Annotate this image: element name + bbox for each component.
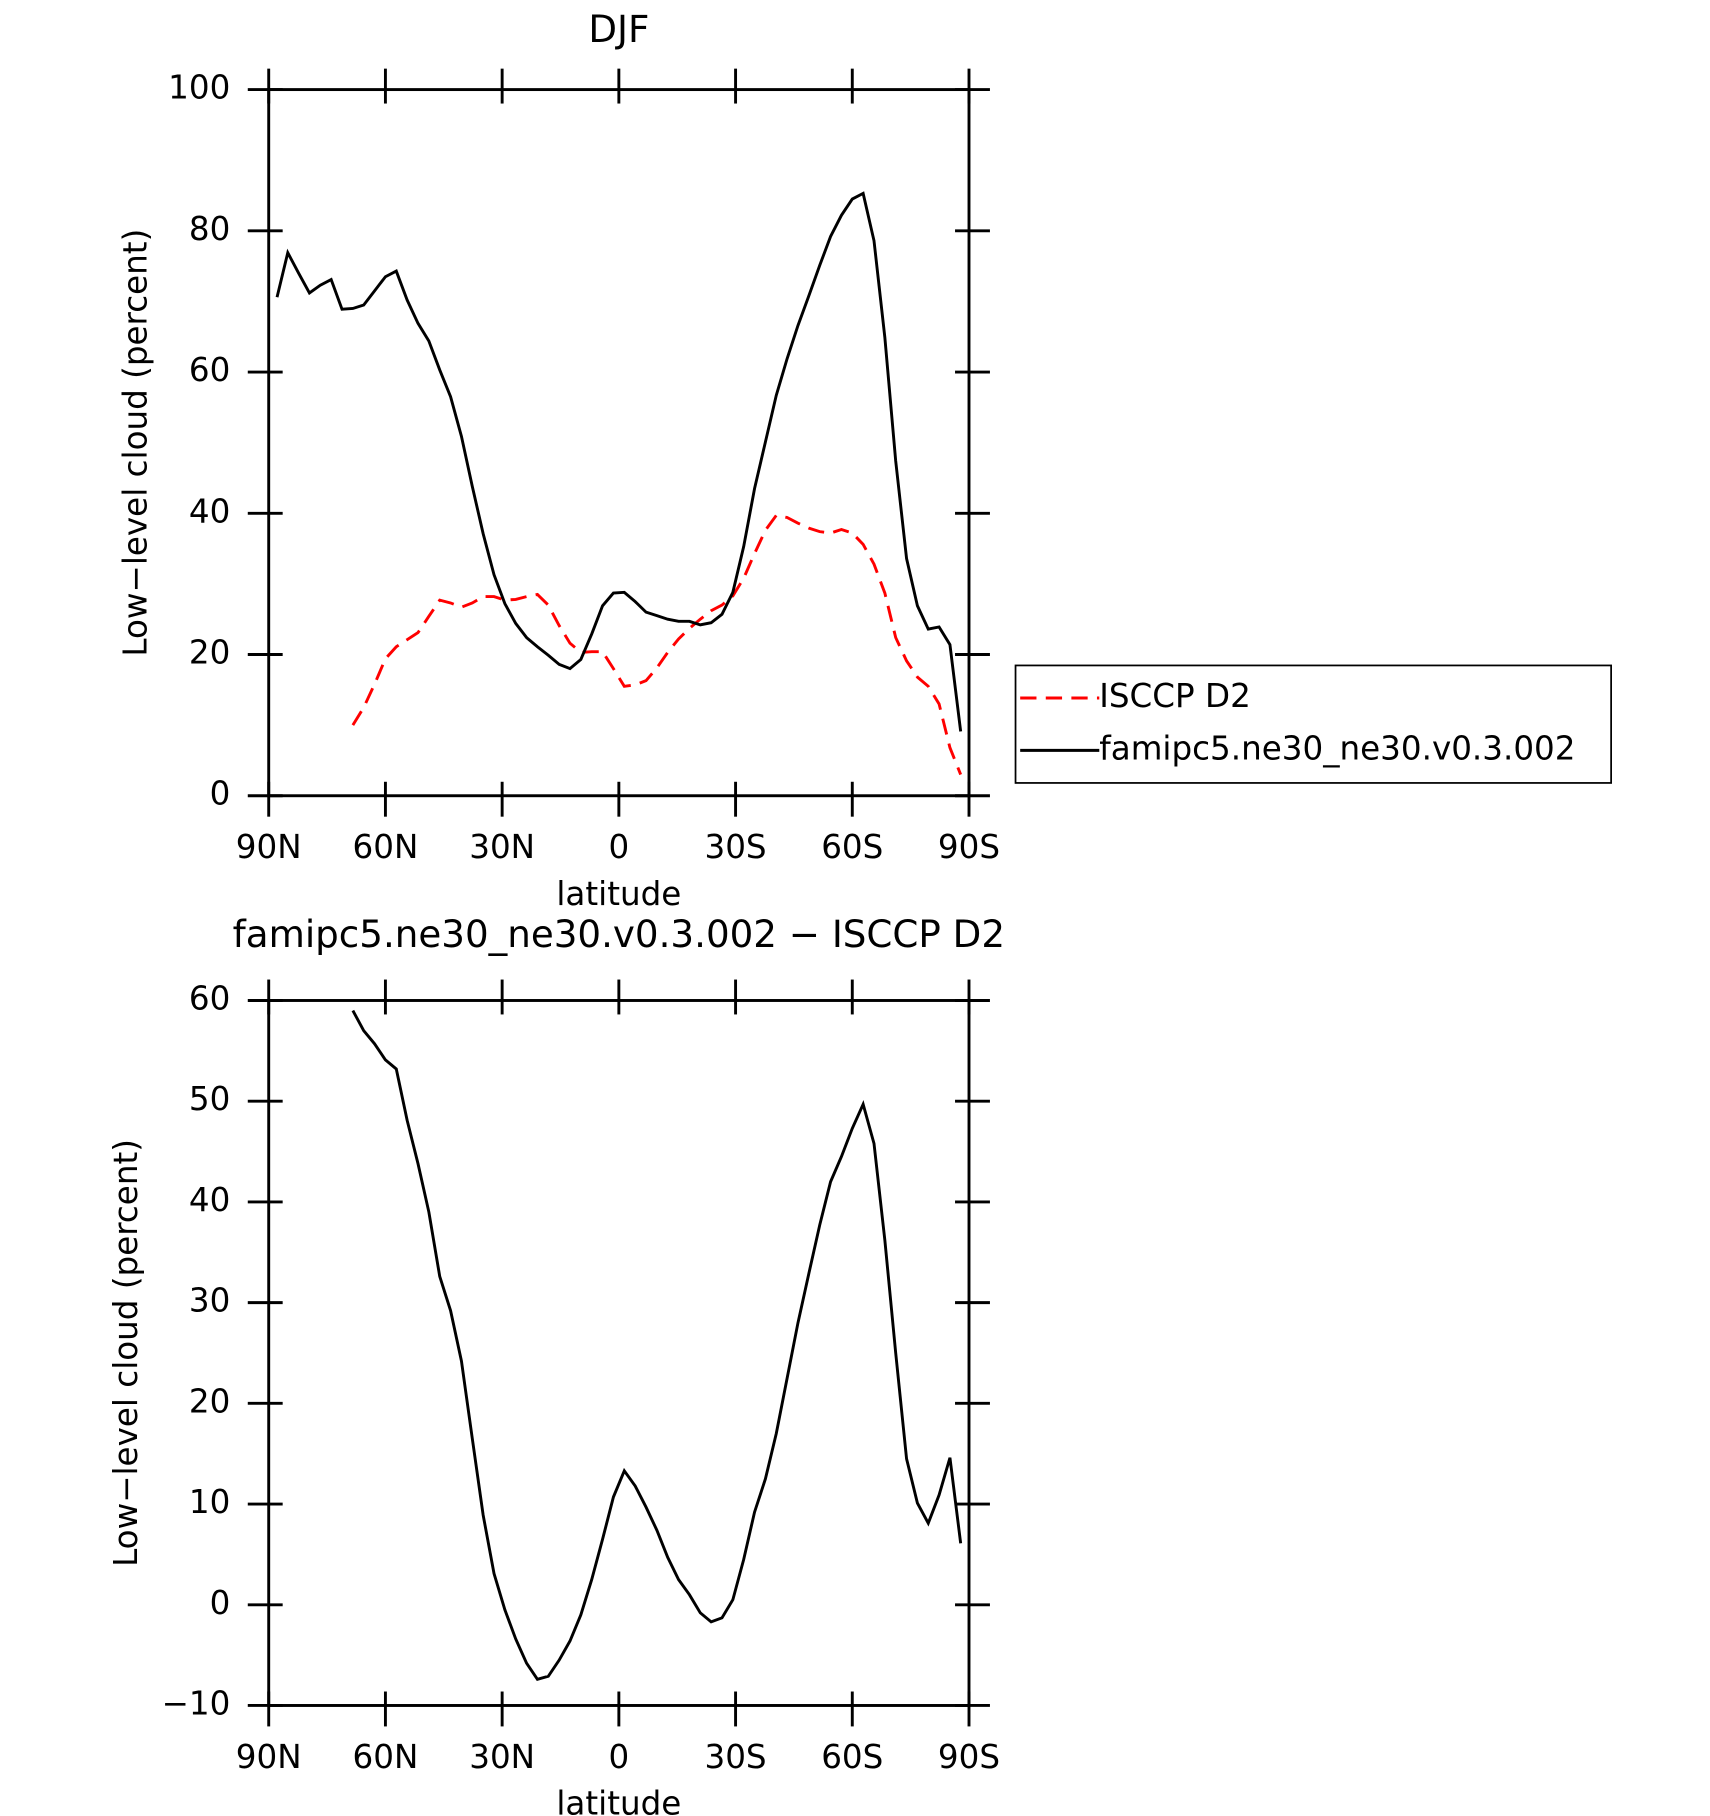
data-line <box>351 513 963 776</box>
x-tick-label: 60S <box>821 828 883 866</box>
y-tick-label: 40 <box>189 492 230 530</box>
x-tick-label: 90N <box>236 828 302 866</box>
y-tick-label: 30 <box>189 1282 230 1320</box>
chart-title: DJF <box>588 7 649 51</box>
x-axis-label: latitude <box>556 875 681 913</box>
x-tick-label: 90N <box>236 1738 302 1776</box>
x-tick-label: 30N <box>469 1738 535 1776</box>
y-tick-label: 20 <box>189 634 230 672</box>
y-tick-label: 0 <box>210 775 231 813</box>
y-tick-label: 100 <box>168 69 230 107</box>
x-tick-label: 0 <box>608 1738 629 1776</box>
y-tick-label: 60 <box>189 979 230 1017</box>
y-tick-label: 0 <box>210 1584 231 1622</box>
y-tick-label: 50 <box>189 1080 230 1118</box>
x-tick-label: 0 <box>608 828 629 866</box>
x-tick-label: 30N <box>469 828 535 866</box>
y-axis-label: Low−level cloud (percent) <box>107 1139 145 1567</box>
y-tick-label: 10 <box>189 1483 230 1521</box>
x-tick-label: 60N <box>353 828 419 866</box>
y-axis-label: Low−level cloud (percent) <box>116 229 154 657</box>
y-tick-label: 60 <box>189 351 230 389</box>
x-tick-label: 90S <box>938 828 1000 866</box>
x-tick-label: 90S <box>938 1738 1000 1776</box>
legend-label: ISCCP D2 <box>1099 677 1251 715</box>
legend-box <box>1014 664 1612 784</box>
y-tick-label: 40 <box>189 1181 230 1219</box>
y-tick-label: 20 <box>189 1382 230 1420</box>
y-tick-label: −10 <box>162 1684 231 1722</box>
x-tick-label: 30S <box>705 828 767 866</box>
legend-label: famipc5.ne30_ne30.v0.3.002 <box>1099 729 1575 767</box>
data-line <box>275 191 963 732</box>
data-line <box>351 1009 963 1681</box>
x-tick-label: 60S <box>821 1738 883 1776</box>
x-tick-label: 30S <box>705 1738 767 1776</box>
chart-title: famipc5.ne30_ne30.v0.3.002 − ISCCP D2 <box>233 912 1005 956</box>
y-tick-label: 80 <box>189 210 230 248</box>
x-tick-label: 60N <box>353 1738 419 1776</box>
x-axis-label: latitude <box>556 1785 681 1816</box>
